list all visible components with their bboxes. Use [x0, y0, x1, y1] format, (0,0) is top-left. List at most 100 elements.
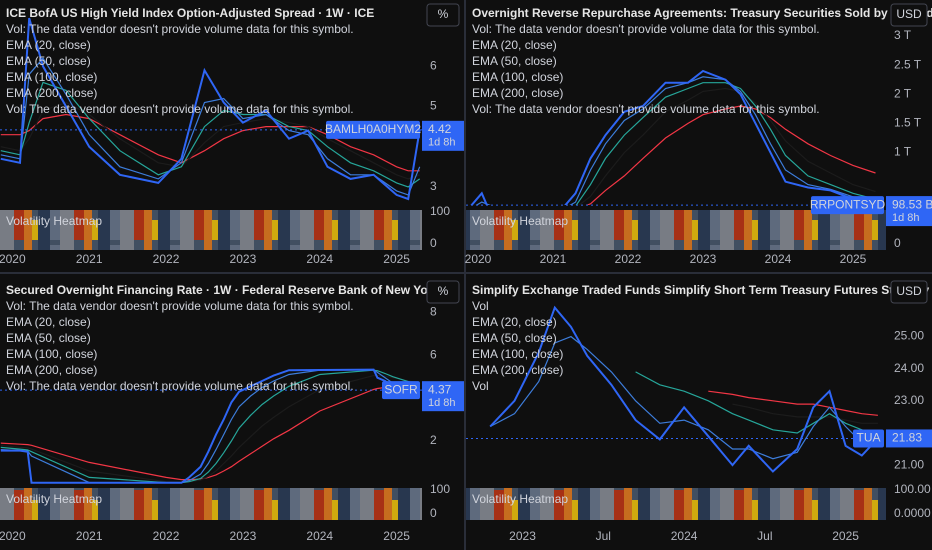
price-line [489, 305, 879, 473]
volatility-heatmap [0, 488, 422, 520]
legend-entry: EMA (200, close) [6, 86, 97, 100]
legend-entry: EMA (20, close) [472, 38, 557, 52]
symbol-tag [382, 381, 420, 400]
x-tick-label: 2022 [153, 529, 180, 543]
x-tick-label: 2023 [509, 529, 536, 543]
x-tick-label: 2025 [383, 252, 410, 266]
symbol-tag-label: TUA [857, 431, 881, 445]
x-tick-label: 2025 [383, 529, 410, 543]
chart-title: ICE BofA US High Yield Index Option-Adju… [6, 6, 374, 20]
y-tick-label: 8 [430, 305, 437, 319]
unit-label: % [438, 7, 449, 21]
volatility-heatmap [466, 488, 886, 520]
legend-entry: EMA (100, close) [472, 347, 563, 361]
price-tag-label: 98.53 B [892, 197, 932, 211]
countdown-label: 1d 8h [428, 397, 456, 409]
legend-entry: EMA (100, close) [6, 347, 97, 361]
y-tick-label: 1 T [894, 145, 912, 159]
legend-entry: Vol [472, 379, 489, 393]
ema-line [732, 403, 878, 424]
legend-entry: Vol: The data vendor doesn't provide vol… [6, 102, 354, 116]
legend-entry: EMA (50, close) [472, 54, 557, 68]
ema-line [575, 82, 876, 205]
price-line [470, 69, 876, 205]
chart-title: Overnight Reverse Repurchase Agreements:… [472, 6, 932, 20]
x-tick-label: 2024 [671, 529, 698, 543]
legend-entry: Vol: The data vendor doesn't provide vol… [6, 22, 354, 36]
unit-label: USD [896, 284, 922, 298]
countdown-label: 1d 8h [428, 137, 456, 149]
legend-entry: EMA (200, close) [472, 363, 563, 377]
legend-entry: EMA (20, close) [6, 38, 91, 52]
price-tag [422, 120, 464, 151]
heatmap-tick-label: 100 [430, 204, 450, 218]
y-tick-label: 5 [430, 99, 437, 113]
price-tag-label: 4.42 [428, 122, 452, 136]
x-tick-label: 2022 [153, 252, 180, 266]
x-tick-label: Jul [596, 529, 611, 543]
x-tick-label: 2024 [306, 529, 333, 543]
symbol-tag [326, 120, 420, 139]
y-tick-label: 25.00 [894, 329, 924, 343]
chart-title: Simplify Exchange Traded Funds Simplify … [472, 283, 932, 297]
x-tick-label: 2021 [76, 252, 103, 266]
heatmap-tick-label: 100.00 [894, 482, 931, 496]
symbol-tag [811, 196, 884, 215]
ema-line [0, 386, 420, 481]
x-tick-label: 2025 [840, 252, 867, 266]
legend-entry: EMA (20, close) [472, 315, 557, 329]
legend-entry: EMA (100, close) [472, 70, 563, 84]
x-tick-label: 2021 [540, 252, 567, 266]
x-tick-label: 2023 [230, 252, 257, 266]
ema-line [708, 390, 878, 416]
ema-line [0, 57, 421, 196]
y-tick-label: 3 [430, 179, 437, 193]
ema-line [585, 105, 876, 205]
volatility-heatmap [0, 210, 422, 250]
y-tick-label: 6 [430, 347, 437, 361]
ema-line [635, 371, 879, 434]
x-tick-label: 2021 [76, 529, 103, 543]
symbol-tag-label: BAMLH0A0HYM2 [325, 122, 421, 136]
symbol-tag [853, 429, 884, 448]
heatmap-title: Volatility Heatmap [472, 214, 568, 228]
x-tick-label: 2020 [465, 252, 492, 266]
symbol-tag-label: RRPONTSYD [810, 197, 886, 211]
legend-entry: Vol [472, 299, 489, 313]
price-line [0, 17, 421, 201]
y-tick-label: 2 T [894, 86, 912, 100]
ema-line [0, 81, 421, 188]
legend-entry: EMA (200, close) [6, 363, 97, 377]
legend-entry: EMA (50, close) [6, 54, 91, 68]
x-tick-label: 2023 [690, 252, 717, 266]
unit-label: USD [896, 7, 922, 21]
y-tick-label: 23.00 [894, 393, 924, 407]
heatmap-title: Volatility Heatmap [472, 492, 568, 506]
unit-box [426, 3, 460, 27]
countdown-label: 1d 8h [892, 212, 920, 224]
ema-line [578, 87, 876, 205]
y-tick-label: 24.00 [894, 361, 924, 375]
y-tick-label: 3 T [894, 28, 912, 42]
ema-line [489, 335, 879, 460]
legend-entry: Vol: The data vendor doesn't provide vol… [472, 22, 820, 36]
legend-entry: EMA (100, close) [6, 70, 97, 84]
heatmap-title: Volatility Heatmap [6, 492, 102, 506]
ema-line [0, 101, 420, 180]
x-tick-label: 2025 [832, 529, 859, 543]
y-tick-label: 21.00 [894, 457, 924, 471]
price-tag [886, 196, 932, 227]
y-tick-label: 2 [430, 433, 437, 447]
x-tick-label: 2022 [615, 252, 642, 266]
price-tag [886, 429, 932, 448]
x-tick-label: 2024 [765, 252, 792, 266]
x-tick-label: Jul [757, 529, 772, 543]
heatmap-tick-label: 100 [430, 482, 450, 496]
price-line [0, 368, 420, 484]
heatmap-title: Volatility Heatmap [6, 214, 102, 228]
x-tick-label: 2023 [230, 529, 257, 543]
legend-entry: EMA (20, close) [6, 315, 91, 329]
price-tag-label: 4.37 [428, 382, 452, 396]
x-tick-label: 2024 [306, 252, 333, 266]
